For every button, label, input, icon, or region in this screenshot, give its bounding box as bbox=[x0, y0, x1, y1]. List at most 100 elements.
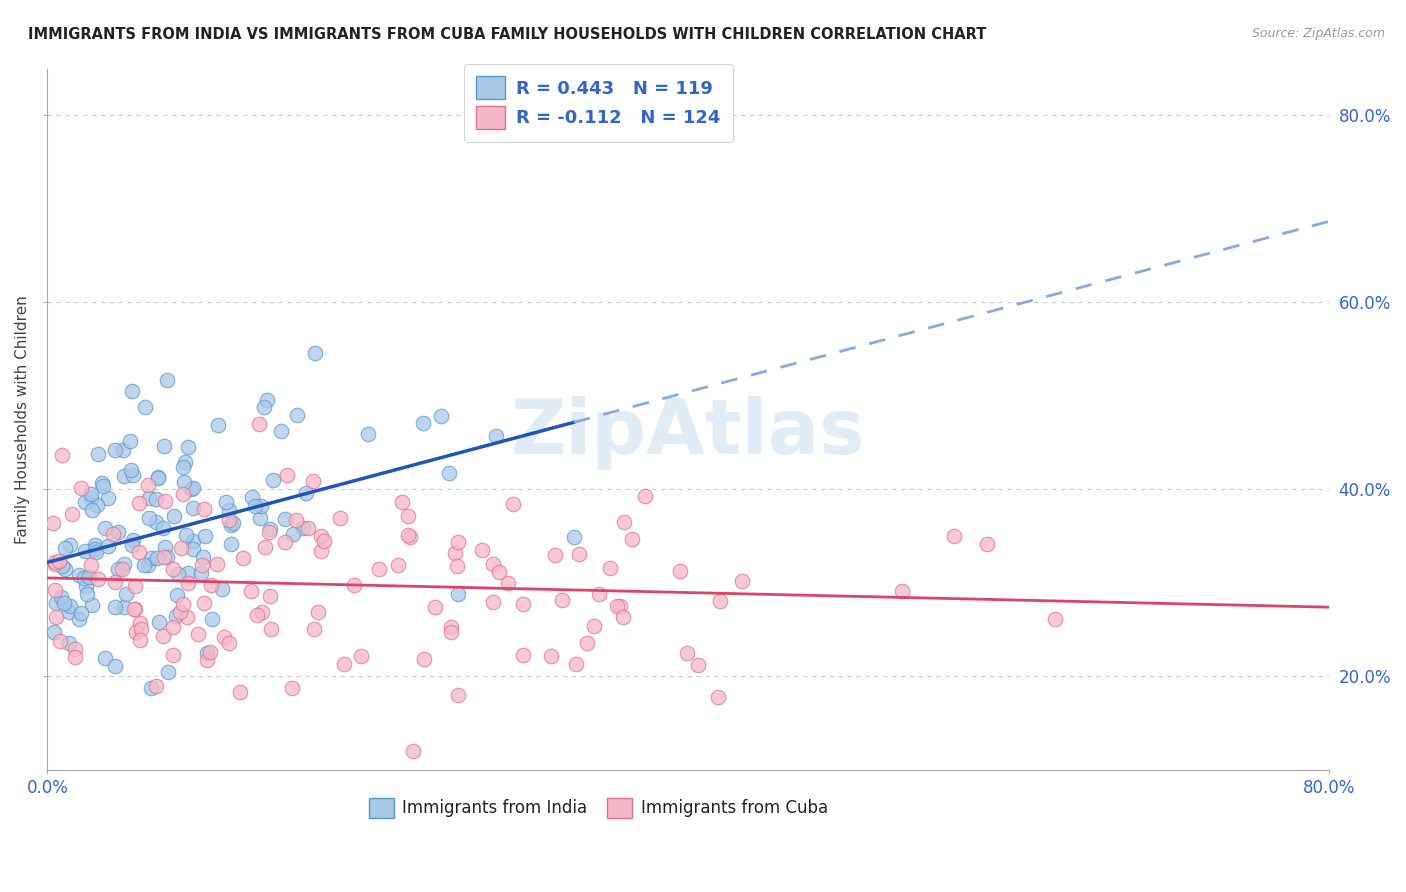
Point bbox=[260, 622, 283, 636]
Point bbox=[120, 463, 142, 477]
Point bbox=[240, 490, 263, 504]
Point bbox=[181, 533, 204, 548]
Point bbox=[350, 649, 373, 664]
Point bbox=[112, 599, 135, 614]
Point bbox=[124, 579, 146, 593]
Point bbox=[128, 615, 150, 630]
Point bbox=[214, 630, 236, 644]
Point bbox=[44, 624, 66, 639]
Point bbox=[174, 455, 197, 469]
Point bbox=[675, 647, 697, 661]
Point bbox=[512, 648, 534, 663]
Point bbox=[218, 513, 240, 527]
Point bbox=[174, 528, 197, 542]
Point bbox=[222, 516, 245, 530]
Point bbox=[59, 538, 82, 552]
Point bbox=[440, 620, 463, 634]
Point bbox=[620, 532, 643, 546]
Point bbox=[111, 562, 134, 576]
Point bbox=[612, 610, 634, 624]
Point bbox=[439, 466, 461, 480]
Point bbox=[172, 487, 194, 501]
Point bbox=[201, 612, 224, 626]
Point bbox=[180, 482, 202, 496]
Point bbox=[152, 629, 174, 643]
Point bbox=[270, 424, 292, 438]
Point bbox=[167, 567, 190, 582]
Point bbox=[391, 495, 413, 509]
Point bbox=[582, 619, 605, 633]
Point bbox=[177, 440, 200, 454]
Point bbox=[44, 583, 66, 598]
Point bbox=[83, 542, 105, 557]
Point bbox=[134, 400, 156, 414]
Point bbox=[193, 597, 215, 611]
Point bbox=[93, 650, 115, 665]
Point bbox=[148, 471, 170, 485]
Point bbox=[333, 657, 356, 671]
Point bbox=[309, 529, 332, 543]
Point bbox=[79, 569, 101, 583]
Point bbox=[141, 551, 163, 566]
Point bbox=[304, 346, 326, 360]
Point bbox=[51, 448, 73, 462]
Point bbox=[285, 408, 308, 422]
Point bbox=[176, 610, 198, 624]
Point bbox=[328, 511, 350, 525]
Point bbox=[481, 557, 503, 571]
Point bbox=[177, 566, 200, 581]
Point bbox=[496, 576, 519, 591]
Point bbox=[148, 615, 170, 630]
Point bbox=[152, 521, 174, 535]
Point bbox=[111, 442, 134, 457]
Point bbox=[112, 469, 135, 483]
Point bbox=[387, 558, 409, 572]
Point bbox=[193, 502, 215, 516]
Point bbox=[51, 558, 73, 573]
Point bbox=[82, 503, 104, 517]
Point bbox=[262, 473, 284, 487]
Point bbox=[215, 495, 238, 509]
Point bbox=[76, 587, 98, 601]
Point bbox=[200, 578, 222, 592]
Point bbox=[49, 633, 72, 648]
Point bbox=[121, 538, 143, 552]
Point bbox=[138, 558, 160, 572]
Point bbox=[69, 481, 91, 495]
Point bbox=[307, 605, 329, 619]
Point bbox=[218, 636, 240, 650]
Point bbox=[195, 653, 218, 667]
Point bbox=[82, 598, 104, 612]
Point bbox=[443, 546, 465, 560]
Point bbox=[187, 626, 209, 640]
Point bbox=[60, 507, 83, 521]
Point bbox=[153, 439, 176, 453]
Point bbox=[86, 498, 108, 512]
Point bbox=[65, 641, 87, 656]
Point bbox=[44, 555, 66, 569]
Point bbox=[72, 571, 94, 585]
Point bbox=[221, 518, 243, 533]
Point bbox=[93, 478, 115, 492]
Point bbox=[181, 500, 204, 515]
Point bbox=[94, 521, 117, 535]
Point bbox=[485, 428, 508, 442]
Point bbox=[253, 540, 276, 554]
Point bbox=[145, 679, 167, 693]
Point bbox=[67, 568, 90, 582]
Point bbox=[207, 417, 229, 432]
Point bbox=[606, 599, 628, 614]
Point bbox=[205, 557, 228, 571]
Point bbox=[122, 533, 145, 548]
Point bbox=[87, 572, 110, 586]
Point bbox=[250, 605, 273, 619]
Point bbox=[368, 562, 391, 576]
Point bbox=[128, 544, 150, 558]
Point bbox=[84, 545, 107, 559]
Point bbox=[75, 578, 97, 592]
Point bbox=[148, 469, 170, 483]
Point bbox=[447, 688, 470, 702]
Point bbox=[481, 595, 503, 609]
Point bbox=[609, 599, 631, 613]
Point bbox=[51, 590, 73, 604]
